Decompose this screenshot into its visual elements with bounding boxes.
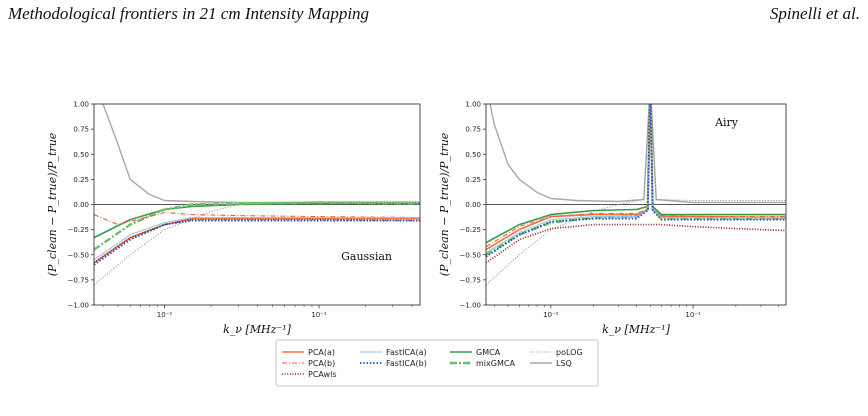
x-axis-label: k_ν [MHz⁻¹] [602, 323, 671, 336]
series-group [486, 104, 786, 286]
y-tick-label: −0.75 [460, 276, 481, 284]
series-line-pcawls [486, 223, 786, 264]
chart-panel-airy: 1.00 0.75 0.50 0.25 0.00 −0.25 −0.50 −0.75 −1.00… [438, 101, 787, 336]
y-tick-label: −0.25 [460, 226, 481, 234]
series-line-pcab [94, 211, 420, 226]
y-tick-label: −1.00 [460, 302, 481, 310]
series-line-lsq [102, 104, 420, 204]
y-tick-label: 0.25 [73, 176, 89, 184]
y-tick-label: −0.50 [460, 251, 481, 259]
legend-box [275, 339, 599, 387]
x-axis-label: k_ν [MHz⁻¹] [223, 323, 292, 336]
y-tick-label: 0.50 [465, 151, 481, 159]
legend-label: FastICA(b) [386, 359, 427, 368]
legend: PCA(a) PCA(b) PCAwls FastICA(a) FastICA(b) GM… [275, 339, 599, 387]
series-line-fasticaa [486, 104, 786, 254]
legend-label: PCAwls [308, 370, 337, 379]
legend-label: PCA(b) [308, 359, 335, 368]
panel-annotation: Gaussian [341, 250, 392, 263]
legend-label: GMCA [476, 348, 501, 357]
y-tick-label: 0.75 [73, 126, 89, 134]
legend-label: mixGMCA [476, 359, 515, 368]
series-line-pcaa [94, 217, 420, 264]
series-line-pcab [486, 104, 786, 248]
x-tick-label: 10⁻¹ [685, 311, 701, 319]
legend-label: FastICA(a) [386, 348, 427, 357]
y-tick-label: −0.75 [68, 276, 89, 284]
y-tick-label: 0.00 [465, 201, 481, 209]
series-line-lsq [489, 104, 786, 204]
y-tick-label: 0.75 [465, 126, 481, 134]
y-tick-label: 1.00 [465, 101, 481, 109]
series-line-fasticaa [94, 217, 420, 261]
y-tick-label: −0.25 [68, 226, 89, 234]
series-line-polog [94, 201, 420, 286]
y-axis-label: (P_clean − P_true)/P_true [438, 132, 451, 276]
series-line-polog [486, 104, 786, 286]
series-line-mixgmca [94, 201, 420, 251]
x-tick-label: 10⁻² [157, 311, 173, 319]
page-header-authors: Spinelli et al. [769, 4, 860, 23]
legend-label: poLOG [556, 348, 583, 357]
y-tick-label: 0.00 [73, 201, 89, 209]
legend-label: PCA(a) [308, 348, 335, 357]
panel-annotation: Airy [714, 116, 739, 129]
y-axis-label: (P_clean − P_true)/P_true [46, 132, 59, 276]
page-header-title: Methodological frontiers in 21 cm Intens… [8, 4, 370, 23]
chart-panel-gaussian: 1.00 0.75 0.50 0.25 0.00 −0.25 −0.50 −0.75 −1.00… [46, 101, 421, 336]
series-line-fasticab [486, 104, 786, 258]
y-tick-label: −0.50 [68, 251, 89, 259]
x-tick-label: 10⁻² [543, 311, 559, 319]
series-group [94, 104, 420, 286]
y-tick-label: 1.00 [73, 101, 89, 109]
x-tick-label: 10⁻¹ [311, 311, 327, 319]
series-line-fasticab [94, 219, 420, 266]
y-tick-label: 0.50 [73, 151, 89, 159]
legend-label: LSQ [556, 359, 572, 368]
y-tick-label: 0.25 [465, 176, 481, 184]
y-tick-label: −1.00 [68, 302, 89, 310]
